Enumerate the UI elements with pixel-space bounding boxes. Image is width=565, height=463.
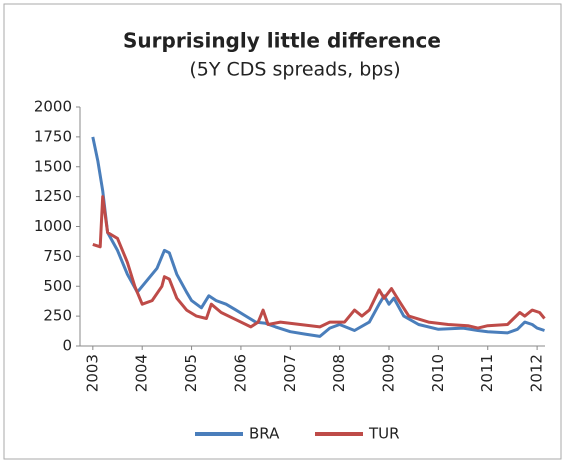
x-tick-label: 2007	[281, 354, 299, 392]
chart-frame	[3, 3, 562, 460]
y-tick-label: 1000	[34, 217, 72, 235]
x-tick-label: 2009	[380, 354, 398, 392]
y-tick-label: 250	[43, 307, 72, 325]
y-tick-label: 750	[43, 247, 72, 265]
y-tick-label: 1750	[34, 127, 72, 145]
series-line	[91, 136, 545, 338]
x-tick-label: 2005	[182, 354, 200, 392]
x-tick-label: 2011	[478, 354, 496, 392]
legend-label: TUR	[368, 425, 400, 443]
y-tick-label: 1250	[34, 187, 72, 205]
chart-subtitle: (5Y CDS spreads, bps)	[189, 59, 400, 81]
x-tick-label: 2006	[231, 354, 249, 392]
x-tick-label: 2012	[528, 354, 546, 392]
y-tick-label: 2000	[34, 98, 72, 116]
y-tick-label: 500	[43, 277, 72, 295]
series-line	[92, 195, 546, 330]
x-tick-label: 2010	[429, 354, 447, 392]
x-tick-label: 2008	[330, 354, 348, 392]
x-tick-label: 2003	[83, 354, 101, 392]
chart-title: Surprisingly little difference	[123, 29, 441, 53]
y-tick-label: 0	[62, 337, 72, 355]
legend-label: BRA	[249, 425, 280, 443]
y-tick-label: 1500	[34, 157, 72, 175]
x-tick-label: 2004	[133, 354, 151, 392]
